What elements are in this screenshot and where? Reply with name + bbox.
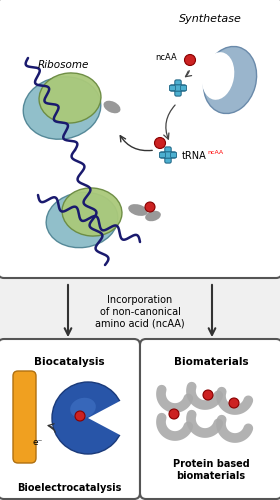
Text: e⁻: e⁻ bbox=[33, 438, 43, 447]
FancyBboxPatch shape bbox=[13, 371, 36, 463]
FancyBboxPatch shape bbox=[160, 152, 176, 158]
FancyBboxPatch shape bbox=[140, 339, 280, 499]
Ellipse shape bbox=[23, 76, 101, 140]
Circle shape bbox=[52, 382, 124, 454]
Text: Biomaterials: Biomaterials bbox=[174, 357, 248, 367]
Circle shape bbox=[145, 202, 155, 212]
Text: Incorporation
of non-canonical
amino acid (ncAA): Incorporation of non-canonical amino aci… bbox=[95, 295, 185, 328]
Circle shape bbox=[169, 409, 179, 419]
Ellipse shape bbox=[70, 398, 96, 418]
Text: Bioelectrocatalysis: Bioelectrocatalysis bbox=[17, 483, 121, 493]
Wedge shape bbox=[88, 400, 126, 436]
Circle shape bbox=[75, 411, 85, 421]
Text: ncAA: ncAA bbox=[207, 150, 223, 154]
FancyBboxPatch shape bbox=[159, 152, 165, 158]
FancyBboxPatch shape bbox=[169, 86, 176, 90]
Ellipse shape bbox=[39, 73, 101, 123]
Ellipse shape bbox=[62, 188, 122, 236]
Text: Protein based
biomaterials: Protein based biomaterials bbox=[173, 459, 249, 480]
Ellipse shape bbox=[128, 204, 148, 216]
Ellipse shape bbox=[202, 52, 234, 100]
FancyBboxPatch shape bbox=[181, 86, 186, 90]
Circle shape bbox=[203, 390, 213, 400]
FancyBboxPatch shape bbox=[0, 0, 280, 278]
Circle shape bbox=[185, 54, 195, 66]
Ellipse shape bbox=[104, 100, 120, 114]
FancyBboxPatch shape bbox=[170, 85, 186, 91]
Text: Synthetase: Synthetase bbox=[179, 14, 241, 24]
Text: Ribosome: Ribosome bbox=[38, 60, 89, 70]
Ellipse shape bbox=[145, 210, 161, 222]
Ellipse shape bbox=[46, 192, 118, 248]
Text: ncAA: ncAA bbox=[155, 54, 177, 62]
Ellipse shape bbox=[203, 46, 256, 114]
FancyBboxPatch shape bbox=[175, 80, 181, 96]
Circle shape bbox=[229, 398, 239, 408]
FancyBboxPatch shape bbox=[0, 339, 140, 499]
Text: tRNA: tRNA bbox=[182, 151, 207, 161]
Text: Biocatalysis: Biocatalysis bbox=[34, 357, 104, 367]
FancyBboxPatch shape bbox=[171, 152, 177, 158]
Circle shape bbox=[155, 138, 165, 148]
FancyBboxPatch shape bbox=[165, 147, 171, 163]
